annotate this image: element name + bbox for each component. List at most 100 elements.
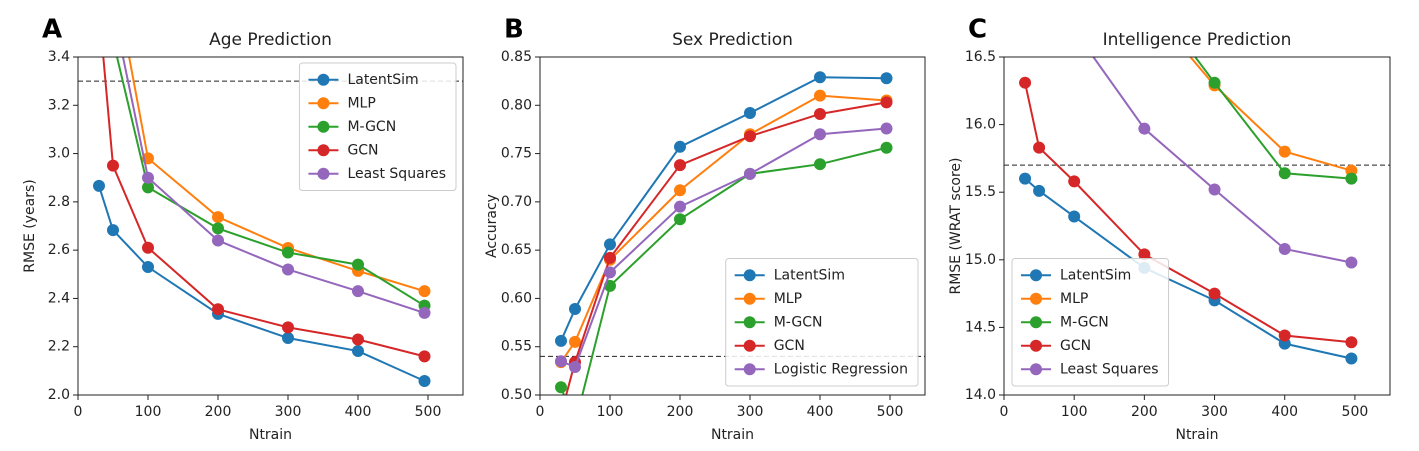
data-point xyxy=(282,332,294,345)
legend-marker xyxy=(317,73,330,86)
data-point xyxy=(604,238,616,251)
y-tick-label: 0.80 xyxy=(501,97,532,113)
y-tick-label: 0.60 xyxy=(501,290,532,306)
x-tick-label: 500 xyxy=(415,404,442,420)
x-tick-label: 300 xyxy=(275,404,302,420)
y-tick-label: 14.5 xyxy=(965,319,996,335)
legend-label: GCN xyxy=(1060,338,1091,354)
data-point xyxy=(674,159,686,172)
data-point xyxy=(1278,145,1291,158)
data-point xyxy=(1278,242,1291,255)
legend-box xyxy=(1011,258,1170,387)
data-point xyxy=(555,355,567,368)
data-point xyxy=(1068,24,1080,36)
legend-label: Logistic Regression xyxy=(774,361,908,377)
data-point xyxy=(1068,210,1081,223)
data-point xyxy=(674,213,686,226)
legend-marker xyxy=(317,120,330,133)
data-point xyxy=(282,263,294,276)
x-tick-label: 200 xyxy=(1131,404,1158,420)
chart-title: Sex Prediction xyxy=(672,30,793,50)
x-tick-label: 400 xyxy=(807,404,834,420)
y-tick-label: 2.0 xyxy=(48,387,70,403)
data-point xyxy=(212,303,224,316)
x-tick-label: 100 xyxy=(135,404,162,420)
data-point xyxy=(1345,172,1358,185)
data-point xyxy=(555,408,567,420)
x-tick-label: 100 xyxy=(597,404,624,420)
data-point xyxy=(880,72,893,85)
data-point xyxy=(1278,329,1291,342)
legend-marker xyxy=(1030,316,1042,329)
x-tick-label: 300 xyxy=(737,404,764,420)
y-tick-label: 2.6 xyxy=(48,242,70,258)
data-point xyxy=(1019,172,1032,185)
legend-marker xyxy=(743,339,756,352)
y-tick-label: 16.5 xyxy=(965,49,996,65)
data-point xyxy=(107,159,119,172)
data-point xyxy=(1138,248,1151,261)
data-point xyxy=(674,200,686,213)
legend-label: LatentSim xyxy=(774,267,845,283)
data-point xyxy=(1138,0,1150,9)
data-point xyxy=(142,181,154,194)
data-point xyxy=(1033,184,1046,197)
y-tick-label: 0.50 xyxy=(501,387,532,403)
legend-label: MLP xyxy=(774,291,802,307)
data-point xyxy=(352,258,364,271)
legend-marker xyxy=(743,269,756,282)
legend-label: GCN xyxy=(774,338,805,354)
data-point xyxy=(93,3,105,15)
data-point xyxy=(1068,175,1081,188)
legend-marker xyxy=(743,316,756,329)
series-line xyxy=(1193,57,1352,180)
data-point xyxy=(1138,122,1151,135)
axes-frame xyxy=(1003,56,1391,396)
legend-marker xyxy=(317,97,330,110)
y-tick-label: 2.2 xyxy=(48,339,70,355)
legend: LatentSim MLP M-GCN GCN Least Squares xyxy=(1011,258,1170,387)
y-axis-label: RMSE (WRAT score) xyxy=(948,157,964,294)
data-point xyxy=(107,224,119,237)
y-tick-label: 15.5 xyxy=(965,184,996,200)
data-point xyxy=(212,234,224,247)
data-point xyxy=(352,285,364,298)
y-tick-label: 14.0 xyxy=(965,387,996,403)
y-axis-label: RMSE (years) xyxy=(22,179,38,272)
axes-frame xyxy=(77,56,464,396)
legend-label: GCN xyxy=(347,142,378,158)
data-point xyxy=(744,167,756,180)
plot-area xyxy=(78,3,463,387)
data-point xyxy=(744,107,756,120)
x-tick-label: 0 xyxy=(74,404,83,420)
data-point xyxy=(1278,167,1291,180)
data-point xyxy=(418,374,431,387)
y-tick-label: 16.0 xyxy=(965,117,996,133)
data-point xyxy=(814,107,826,120)
data-point xyxy=(1345,352,1358,365)
data-point xyxy=(744,130,756,143)
data-point xyxy=(418,350,431,363)
data-point xyxy=(107,34,119,46)
data-point xyxy=(555,334,567,347)
x-axis-label: Ntrain xyxy=(711,427,754,443)
data-point xyxy=(555,381,567,394)
legend-box xyxy=(725,258,919,387)
x-tick-label: 200 xyxy=(667,404,694,420)
plot-area xyxy=(1004,0,1390,365)
x-tick-label: 100 xyxy=(1061,404,1088,420)
chart-title: Age Prediction xyxy=(209,30,332,50)
data-point xyxy=(142,261,154,274)
data-point xyxy=(569,360,581,373)
data-point xyxy=(814,89,826,102)
data-point xyxy=(352,333,364,346)
data-point xyxy=(142,171,154,184)
x-tick-label: 0 xyxy=(1000,404,1009,420)
x-axis-label: Ntrain xyxy=(1175,427,1218,443)
x-tick-label: 200 xyxy=(205,404,232,420)
data-point xyxy=(1208,287,1221,300)
y-axis-label: Accuracy xyxy=(484,194,500,258)
data-point xyxy=(604,251,616,264)
legend-marker xyxy=(1030,339,1042,352)
panel-label: B xyxy=(504,15,524,45)
